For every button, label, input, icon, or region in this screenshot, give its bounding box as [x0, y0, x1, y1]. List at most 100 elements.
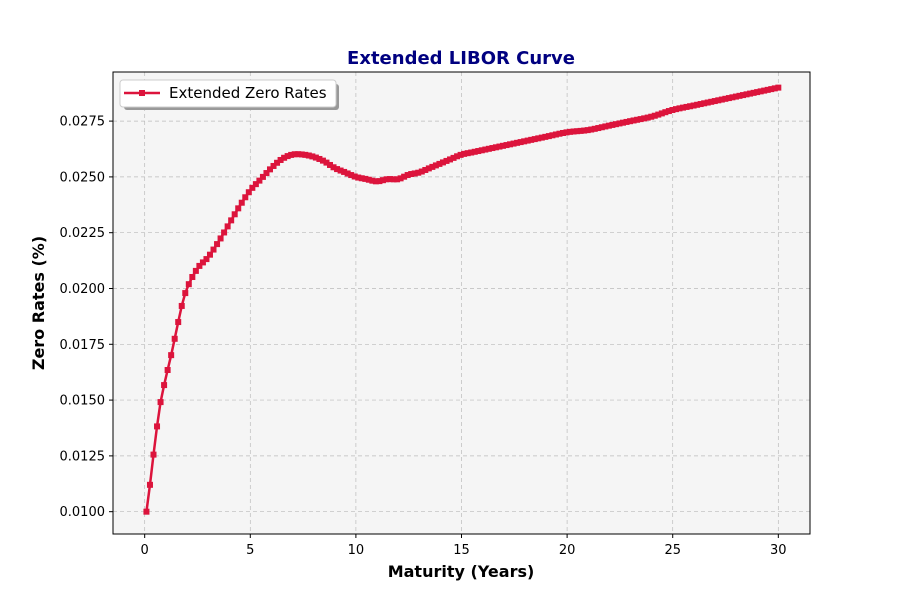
data-point: [291, 151, 298, 158]
data-point: [658, 110, 665, 117]
data-point: [750, 89, 757, 96]
data-point: [341, 168, 348, 175]
data-point: [256, 177, 263, 184]
data-point: [383, 176, 390, 183]
data-point: [164, 367, 171, 374]
data-point: [687, 103, 694, 110]
data-point: [171, 335, 178, 342]
data-point: [514, 139, 521, 146]
data-point: [457, 151, 464, 158]
data-point: [725, 95, 732, 102]
data-point: [394, 176, 401, 183]
data-point: [418, 168, 425, 175]
data-point: [168, 352, 175, 359]
data-point: [358, 175, 365, 182]
data-point: [694, 101, 701, 108]
data-point: [489, 145, 496, 152]
data-point: [563, 129, 570, 136]
data-point: [298, 151, 305, 158]
data-point: [665, 108, 672, 115]
y-tick-label: 0.0150: [60, 394, 106, 409]
data-point: [715, 97, 722, 104]
data-point: [263, 170, 270, 177]
data-point: [309, 153, 316, 160]
data-point: [556, 130, 563, 137]
data-point: [619, 119, 626, 126]
data-point: [192, 267, 199, 274]
data-point: [259, 173, 266, 180]
data-point: [404, 172, 411, 179]
x-tick-label: 5: [246, 543, 254, 558]
data-point: [708, 98, 715, 105]
data-point: [598, 124, 605, 131]
data-point: [369, 177, 376, 184]
x-tick-label: 0: [141, 543, 149, 558]
data-point: [281, 154, 288, 161]
data-point: [305, 152, 312, 159]
data-point: [771, 85, 778, 92]
data-point: [270, 162, 277, 169]
data-point: [337, 167, 344, 174]
data-point: [711, 98, 718, 105]
data-point: [429, 163, 436, 170]
data-point: [747, 90, 754, 97]
y-axis: 0.0100 0.0125 0.0150 0.0175 0.0200 0.0225 0.02…: [60, 115, 113, 520]
data-point: [768, 86, 775, 93]
data-point: [669, 107, 676, 114]
data-point: [143, 508, 150, 515]
data-point: [690, 102, 697, 109]
data-point: [150, 451, 157, 458]
data-point: [521, 138, 528, 145]
chart-title: Extended LIBOR Curve: [347, 48, 575, 69]
x-tick-label: 15: [453, 543, 470, 558]
data-point: [249, 184, 256, 191]
data-point: [510, 140, 517, 147]
legend-marker-swatch: [139, 90, 145, 96]
data-point: [503, 142, 510, 149]
data-point: [471, 148, 478, 155]
data-point: [538, 134, 545, 141]
data-point: [242, 194, 249, 201]
y-tick-label: 0.0125: [60, 449, 106, 464]
data-point: [206, 251, 213, 258]
data-point: [235, 205, 242, 212]
data-point: [648, 113, 655, 120]
data-point: [559, 129, 566, 136]
data-point: [609, 121, 616, 128]
data-point: [454, 153, 461, 160]
data-point: [397, 175, 404, 182]
data-point: [355, 174, 362, 181]
data-point: [475, 148, 482, 155]
data-point: [319, 157, 326, 164]
data-point: [252, 181, 259, 188]
y-tick-label: 0.0225: [60, 226, 106, 241]
data-point: [595, 125, 602, 132]
data-point: [266, 166, 273, 173]
x-tick-label: 10: [348, 543, 365, 558]
data-point: [199, 259, 206, 266]
data-point: [478, 147, 485, 154]
data-point: [672, 106, 679, 113]
data-point: [634, 116, 641, 123]
data-point: [323, 159, 330, 166]
y-axis-label: Zero Rates (%): [29, 236, 48, 370]
data-point: [588, 126, 595, 133]
data-point: [602, 123, 609, 130]
data-point: [524, 137, 531, 144]
series-layer: [143, 84, 782, 515]
data-point: [641, 115, 648, 122]
data-point: [757, 88, 764, 95]
data-point: [485, 145, 492, 152]
data-point: [644, 114, 651, 121]
legend: Extended Zero Rates: [119, 79, 339, 110]
data-point: [535, 135, 542, 142]
data-point: [627, 118, 634, 125]
data-point: [775, 84, 782, 91]
data-point: [214, 241, 221, 248]
data-point: [175, 319, 182, 326]
data-point: [203, 256, 210, 263]
data-point: [729, 94, 736, 101]
data-point: [577, 127, 584, 134]
data-point: [623, 118, 630, 125]
y-tick-label: 0.0100: [60, 505, 106, 520]
